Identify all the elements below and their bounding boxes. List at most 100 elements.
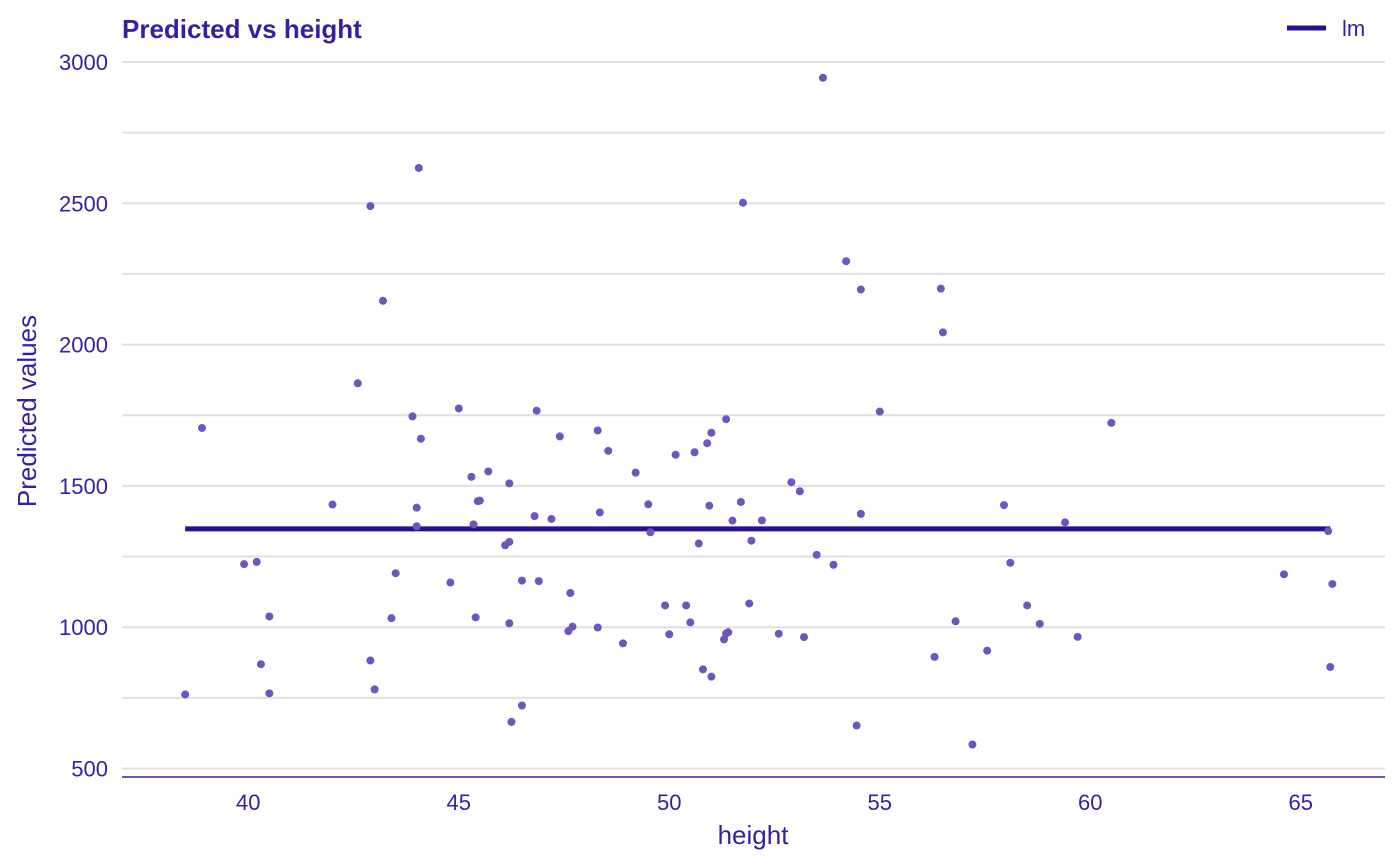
- data-point: [747, 536, 756, 545]
- data-point: [745, 599, 754, 608]
- data-point: [471, 613, 480, 622]
- data-point: [412, 503, 421, 512]
- data-point: [593, 426, 602, 435]
- data-point: [795, 487, 804, 496]
- y-axis-ticks: 500 1000 1500 2000 2500 3000: [59, 50, 108, 782]
- data-point: [1324, 527, 1333, 536]
- data-point: [936, 284, 945, 293]
- data-point: [484, 467, 493, 476]
- data-point: [265, 689, 274, 698]
- x-tick-label: 55: [868, 790, 892, 815]
- data-point: [1326, 663, 1335, 672]
- data-point: [265, 612, 274, 621]
- data-point: [408, 412, 417, 421]
- data-point: [446, 578, 455, 587]
- data-point: [644, 500, 653, 509]
- data-point: [852, 721, 861, 730]
- data-point: [366, 202, 375, 211]
- gridlines: [122, 60, 1385, 770]
- data-point: [999, 501, 1008, 510]
- data-point: [707, 672, 716, 681]
- x-tick-label: 45: [447, 790, 471, 815]
- y-tick-label: 2000: [59, 333, 108, 358]
- data-point: [1061, 518, 1070, 527]
- data-point: [568, 622, 577, 631]
- data-point: [694, 539, 703, 548]
- data-point: [1328, 579, 1337, 588]
- data-point: [618, 639, 627, 648]
- data-point: [875, 407, 884, 416]
- x-tick-label: 60: [1078, 790, 1102, 815]
- data-point: [593, 623, 602, 632]
- x-tick-label: 65: [1289, 790, 1313, 815]
- data-point: [707, 428, 716, 437]
- data-point: [703, 439, 712, 448]
- y-tick-label: 500: [71, 757, 108, 782]
- data-point: [507, 717, 516, 726]
- data-point: [534, 577, 543, 586]
- data-point: [968, 740, 977, 749]
- chart-title: Predicted vs height: [122, 14, 362, 44]
- data-point: [366, 656, 375, 665]
- data-point: [1107, 418, 1116, 427]
- y-tick-label: 1000: [59, 615, 108, 640]
- data-point: [698, 665, 707, 674]
- data-point: [416, 434, 425, 443]
- data-point: [856, 509, 865, 518]
- data-point: [930, 652, 939, 661]
- data-point: [1073, 632, 1082, 641]
- data-point: [1035, 619, 1044, 628]
- y-tick-label: 3000: [59, 50, 108, 75]
- data-point: [938, 328, 947, 337]
- data-point: [661, 601, 670, 610]
- x-tick-label: 40: [236, 790, 260, 815]
- data-point: [505, 479, 514, 488]
- data-point: [532, 406, 541, 415]
- data-point: [353, 379, 362, 388]
- data-points: [181, 73, 1337, 749]
- data-point: [604, 446, 613, 455]
- data-point: [454, 404, 463, 413]
- data-point: [252, 557, 261, 566]
- data-point: [800, 633, 809, 642]
- data-point: [1023, 601, 1032, 610]
- data-point: [829, 560, 838, 569]
- data-point: [722, 629, 731, 638]
- data-point: [475, 496, 484, 505]
- data-point: [856, 285, 865, 294]
- data-point: [787, 478, 796, 487]
- data-point: [722, 415, 731, 424]
- data-point: [328, 500, 337, 509]
- data-point: [181, 690, 190, 699]
- data-point: [738, 198, 747, 207]
- data-point: [469, 520, 478, 529]
- data-point: [414, 163, 423, 172]
- data-point: [983, 646, 992, 655]
- data-point: [240, 560, 249, 569]
- data-point: [690, 448, 699, 457]
- data-point: [682, 601, 691, 610]
- data-point: [1279, 570, 1288, 579]
- data-point: [665, 630, 674, 639]
- data-point: [566, 589, 575, 598]
- data-point: [256, 660, 265, 669]
- data-point: [842, 257, 851, 266]
- data-point: [818, 73, 827, 82]
- data-point: [774, 629, 783, 638]
- data-point: [646, 528, 655, 537]
- data-point: [379, 296, 388, 305]
- data-point: [517, 576, 526, 585]
- x-axis-label: height: [718, 820, 790, 850]
- data-point: [505, 619, 514, 628]
- data-point: [812, 550, 821, 559]
- data-point: [370, 685, 379, 694]
- data-point: [530, 512, 539, 521]
- data-point: [505, 537, 514, 546]
- data-point: [1006, 558, 1015, 567]
- data-point: [467, 472, 476, 481]
- data-point: [757, 516, 766, 525]
- legend: lm: [1287, 16, 1365, 41]
- data-point: [631, 468, 640, 477]
- data-point: [595, 508, 604, 517]
